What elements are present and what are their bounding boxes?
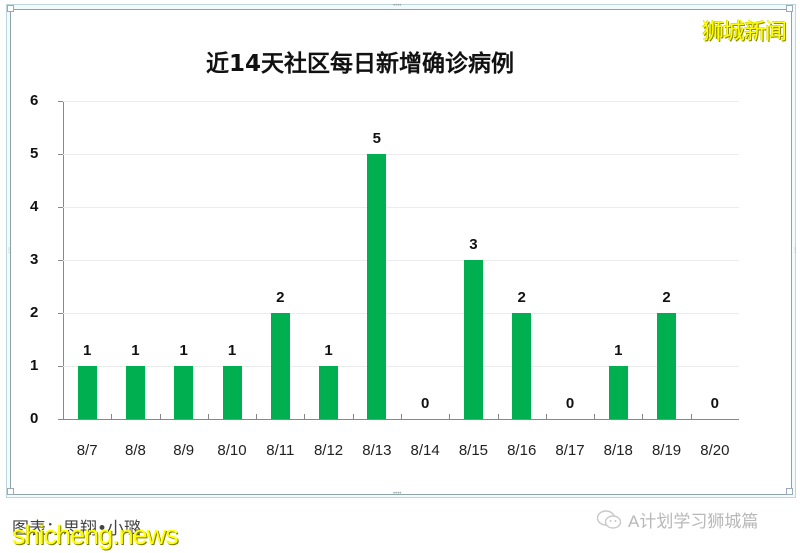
data-label: 3 xyxy=(469,236,478,253)
data-label: 0 xyxy=(420,395,430,412)
bar-8-9[interactable] xyxy=(174,366,194,419)
data-label: 0 xyxy=(565,395,575,412)
x-tick xyxy=(352,414,354,420)
data-label: 2 xyxy=(276,289,285,306)
bar-8-7[interactable] xyxy=(77,366,97,419)
gridline xyxy=(63,366,739,367)
x-tick-label: 8/7 xyxy=(76,442,98,459)
x-tick-label: 8/17 xyxy=(555,442,585,459)
x-tick-label: 8/9 xyxy=(173,442,195,459)
data-label: 1 xyxy=(324,342,333,359)
x-tick-label: 8/19 xyxy=(651,442,682,459)
corner-handle-top-left[interactable] xyxy=(7,5,14,12)
data-label: 0 xyxy=(710,395,720,412)
y-tick xyxy=(58,419,63,420)
y-tick xyxy=(58,313,63,314)
data-label: 1 xyxy=(227,342,237,359)
bottom-resize-handle[interactable]: •••• xyxy=(393,491,402,497)
bar-8-12[interactable] xyxy=(319,366,339,419)
gridline xyxy=(63,101,739,102)
corner-handle-top-right[interactable] xyxy=(786,5,793,12)
y-tick-label: 0 xyxy=(30,410,39,427)
data-label: 1 xyxy=(179,342,188,359)
y-tick xyxy=(58,207,63,208)
bar-8-10[interactable] xyxy=(222,366,242,419)
left-resize-handle[interactable]: ⋮ xyxy=(6,248,12,254)
y-tick-label: 4 xyxy=(30,198,39,215)
right-resize-handle[interactable]: ⋮ xyxy=(792,248,798,254)
y-tick xyxy=(58,154,63,155)
data-label: 5 xyxy=(372,130,382,147)
x-tick xyxy=(401,414,402,420)
x-tick xyxy=(159,414,161,420)
data-label: 1 xyxy=(82,342,92,359)
wechat-account-watermark: A计划学习狮城篇 xyxy=(596,507,758,532)
chart-credit: 图表：思翔•小璐 xyxy=(12,519,142,539)
data-label: 1 xyxy=(614,342,623,359)
y-tick-label: 5 xyxy=(30,145,39,162)
x-tick xyxy=(594,414,596,420)
x-tick-label: 8/16 xyxy=(507,442,537,459)
plot-area: 1 1 1 1 2 1 5 0 3 2 0 1 2 0 xyxy=(58,101,739,420)
y-tick-label: 2 xyxy=(30,304,39,321)
wechat-account-name: A计划学习狮城篇 xyxy=(628,512,759,531)
gridline xyxy=(63,313,739,314)
x-tick xyxy=(690,414,692,420)
x-tick-label: 8/11 xyxy=(266,442,295,459)
bar-8-13[interactable] xyxy=(367,154,387,419)
gridline xyxy=(63,154,739,155)
wechat-icon xyxy=(596,509,622,529)
y-tick xyxy=(58,260,63,261)
corner-handle-bottom-left[interactable] xyxy=(7,488,14,495)
bar-8-11[interactable] xyxy=(270,313,290,419)
x-tick xyxy=(207,414,209,420)
chart-title: 近14天社区每日新增确诊病例 xyxy=(205,51,514,77)
y-tick xyxy=(58,101,63,102)
x-tick xyxy=(304,414,306,420)
corner-handle-bottom-right[interactable] xyxy=(786,488,793,495)
data-label: 2 xyxy=(662,289,671,306)
x-tick xyxy=(449,414,451,420)
x-tick-label: 8/18 xyxy=(603,442,633,459)
y-tick-label: 3 xyxy=(30,251,39,268)
y-tick xyxy=(58,366,63,367)
x-tick xyxy=(642,414,644,420)
bar-8-18[interactable] xyxy=(608,366,628,419)
x-tick-label: 8/15 xyxy=(458,442,489,459)
x-tick xyxy=(256,414,258,420)
data-label: 1 xyxy=(131,342,140,359)
x-tick xyxy=(545,414,547,420)
x-tick-label: 8/10 xyxy=(217,442,247,459)
gridline xyxy=(63,260,739,261)
x-tick-label: 8/14 xyxy=(410,442,440,459)
x-tick-label: 8/20 xyxy=(700,442,730,459)
y-tick-label: 1 xyxy=(30,357,39,374)
x-tick-label: 8/13 xyxy=(362,442,392,459)
top-resize-handle[interactable]: •••• xyxy=(393,3,402,9)
gridline xyxy=(63,207,739,208)
watermark-logo-top: 狮城新闻 xyxy=(701,20,787,45)
bar-8-19[interactable] xyxy=(657,313,677,419)
bar-8-16[interactable] xyxy=(512,313,532,419)
x-tick-label: 8/12 xyxy=(313,442,344,459)
bar-8-8[interactable] xyxy=(125,366,145,419)
x-tick xyxy=(497,414,499,420)
site-watermark: shicheng.news xyxy=(12,520,179,550)
x-tick-label: 8/8 xyxy=(124,442,146,459)
bar-8-15[interactable] xyxy=(463,260,483,419)
data-label: 2 xyxy=(517,289,526,306)
x-tick xyxy=(111,414,113,420)
y-tick-label: 6 xyxy=(30,92,39,109)
